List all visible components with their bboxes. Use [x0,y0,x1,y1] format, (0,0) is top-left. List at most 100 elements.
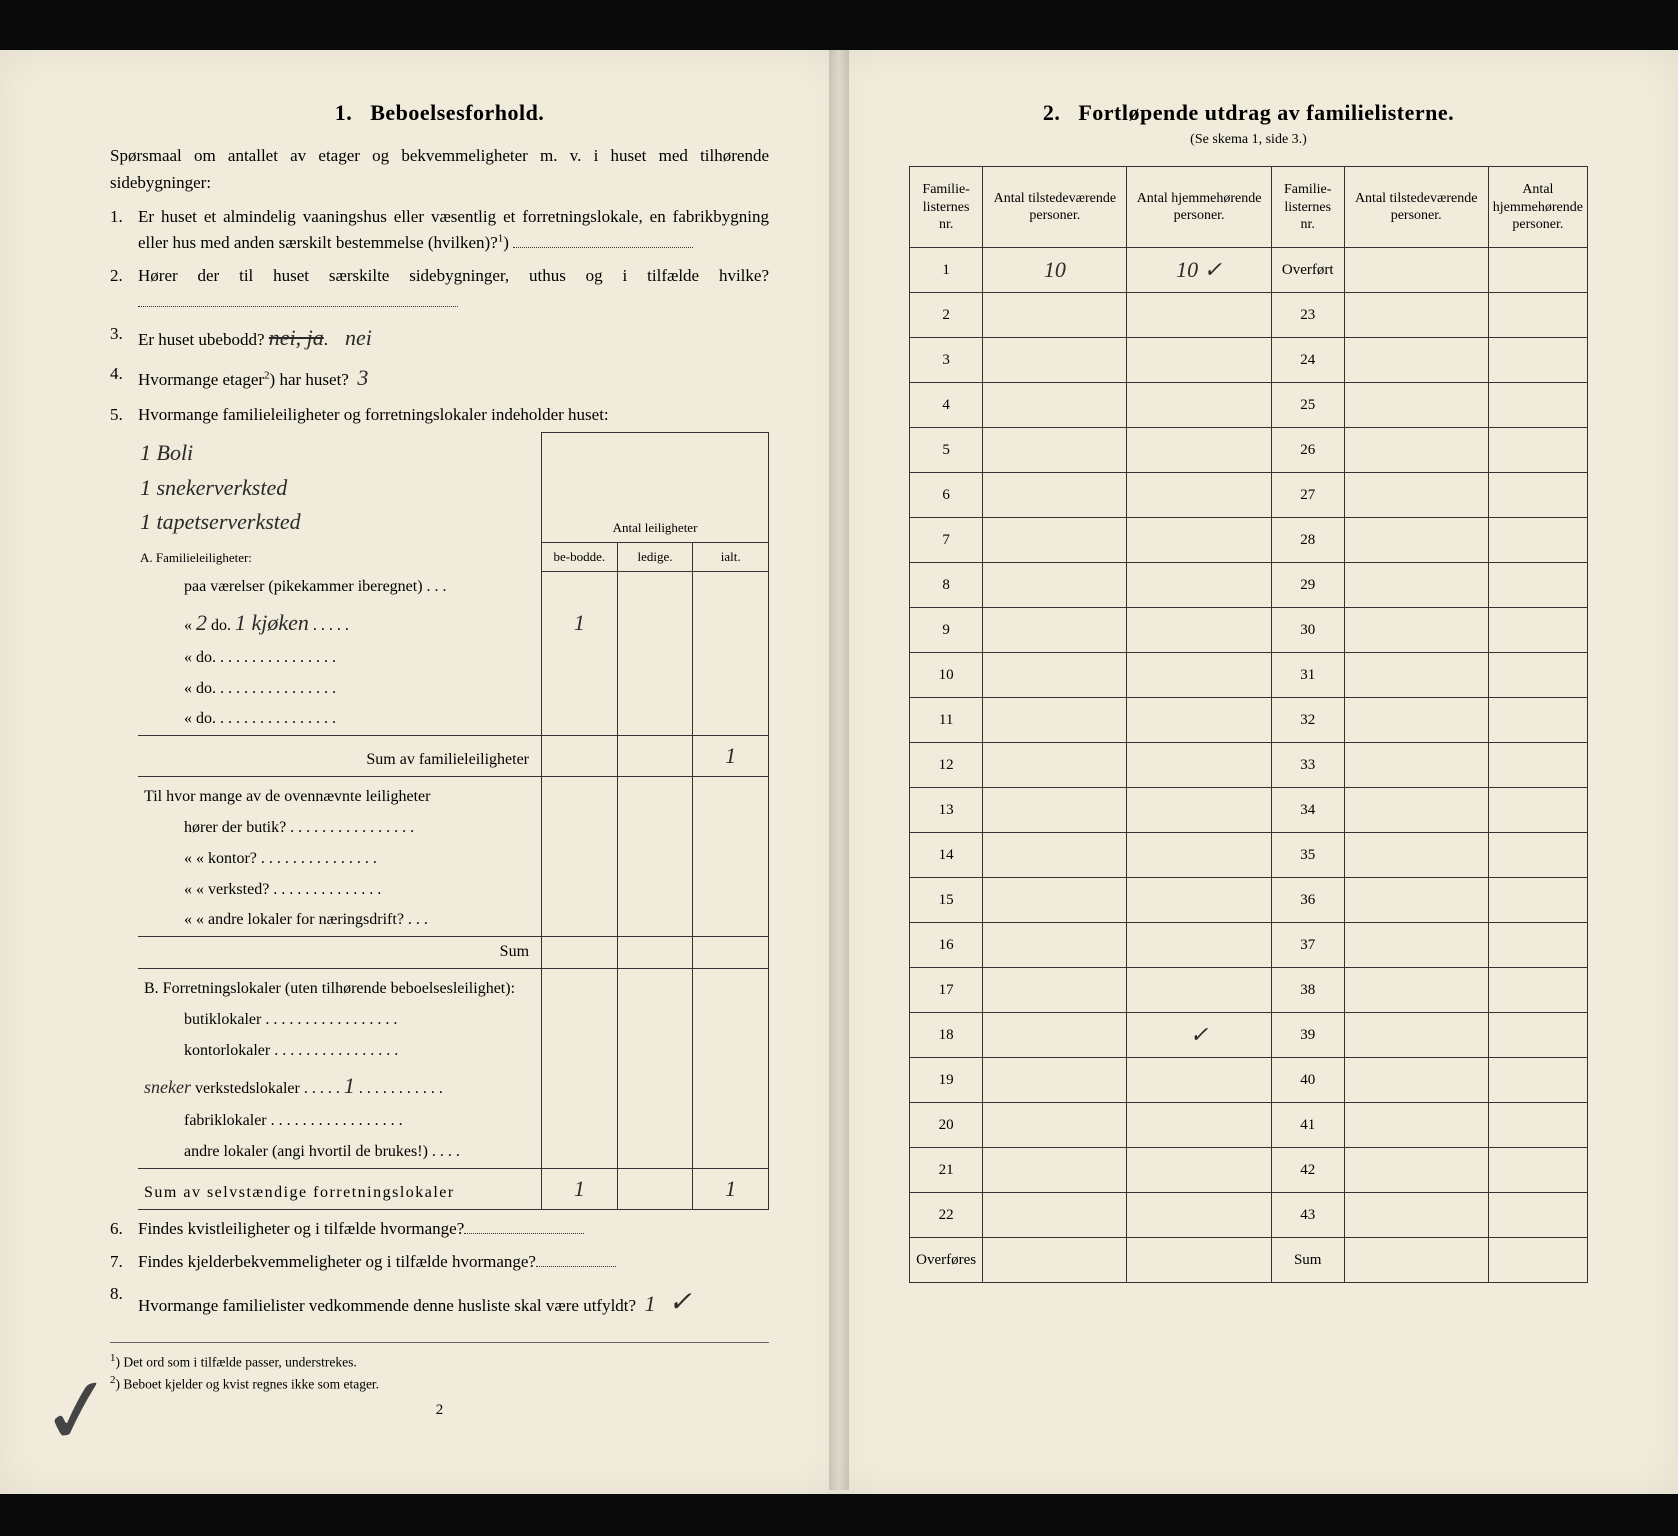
question-2: Hører der til huset særskilte sidebygnin… [110,263,769,316]
row-nr-left: 3 [910,338,983,383]
row-tils-left [983,1148,1127,1193]
row-hjem-right [1488,338,1587,383]
col-tils-right: Antal tilstedeværende personer. [1344,167,1488,248]
q5-hand-2: 1 snekerverksted [140,471,539,505]
row-tils-right [1344,1193,1488,1238]
row-hjem-left [1127,518,1271,563]
row-tils-right [1344,428,1488,473]
a-row4: « do. . . . . . . . . . . . . . . . [144,677,336,702]
table-row: 1334 [910,788,1588,833]
row-hjem-left [1127,1148,1271,1193]
row-nr-right: 41 [1271,1103,1344,1148]
q1-text: Er huset et almindelig vaaningshus eller… [138,207,769,252]
section-a-title: A. Familieleiligheter: [138,543,542,572]
row-hjem-left [1127,383,1271,428]
q2-text: Hører der til huset særskilte sidebygnin… [138,266,769,285]
row-tils-left [983,608,1127,653]
table-row: 223 [910,293,1588,338]
row-tils-right [1344,788,1488,833]
row-tils-left [983,1013,1127,1058]
row-hjem-right [1488,1058,1587,1103]
table-row: 829 [910,563,1588,608]
row-tils-right [1344,608,1488,653]
row-hjem-left [1127,473,1271,518]
q3-label: Er huset ubebodd? [138,330,265,349]
table-row: 2041 [910,1103,1588,1148]
row-hjem-left: ✓ [1127,1013,1271,1058]
row-hjem-right [1488,968,1587,1013]
table-row: 526 [910,428,1588,473]
row-nr-left: 8 [910,563,983,608]
col-nr-left: Familie-listernes nr. [910,167,983,248]
row-tils-right [1344,653,1488,698]
footnotes: 1) Det ord som i tilfælde passer, unders… [110,1342,769,1394]
table-row: 425 [910,383,1588,428]
row-nr-left: 14 [910,833,983,878]
row-hjem-right [1488,608,1587,653]
row-nr-left: 7 [910,518,983,563]
table-row: 2243 [910,1193,1588,1238]
row-tils-right [1344,338,1488,383]
row-nr-left: 19 [910,1058,983,1103]
q3-answer: nei [345,321,372,355]
row-tils-left [983,878,1127,923]
row-tils-left [983,833,1127,878]
row-tils-right [1344,1013,1488,1058]
row-tils-left [983,383,1127,428]
row-nr-right: 28 [1271,518,1344,563]
a-row1: paa værelser (pikekammer iberegnet) . . … [144,575,447,600]
row-nr-left: 16 [910,923,983,968]
til-4: « « andre lokaler for næringsdrift? . . … [144,908,428,933]
row-tils-left [983,293,1127,338]
right-section-title: 2. Fortløpende utdrag av familielisterne… [909,100,1588,126]
row-nr-left: 22 [910,1193,983,1238]
row-tils-left [983,923,1127,968]
row-nr-left: 5 [910,428,983,473]
table-row: 1738 [910,968,1588,1013]
question-3: Er huset ubebodd? nei, ja. nei [110,321,769,355]
leilighet-block: 1 Boli 1 snekerverksted 1 tapetserverkst… [138,432,769,1210]
q4-answer: 3 [357,361,368,395]
row-hjem-right [1488,698,1587,743]
a-row5: « do. . . . . . . . . . . . . . . . [144,707,336,732]
til-1: hører der butik? . . . . . . . . . . . .… [144,816,414,841]
col-nr-right: Familie-listernes nr. [1271,167,1344,248]
table-row: 1940 [910,1058,1588,1103]
right-page: 2. Fortløpende utdrag av familielisterne… [839,50,1678,1494]
row-nr-left: 2 [910,293,983,338]
overfores-label: Overføres [910,1238,983,1283]
q5-hand-1: 1 Boli [140,436,539,470]
row-tils-left [983,338,1127,383]
a-row3: « do. . . . . . . . . . . . . . . . [144,646,336,671]
b-1: butiklokaler . . . . . . . . . . . . . .… [144,1008,397,1033]
row-hjem-right [1488,788,1587,833]
b-sum-ialt: 1 [725,1172,736,1206]
row-nr-left: 1 [910,248,983,293]
row-nr-left: 13 [910,788,983,833]
row-hjem-left [1127,1103,1271,1148]
q4-after: har huset? [279,370,348,389]
q3-struck-answer: nei, ja [269,321,324,355]
row-nr-left: 6 [910,473,983,518]
row-hjem-right [1488,293,1587,338]
row-tils-right [1344,833,1488,878]
question-7: Findes kjelderbekvemmeligheter og i tilf… [110,1249,769,1275]
row-hjem-right [1488,473,1587,518]
intro-text: Spørsmaal om antallet av etager og bekve… [110,143,769,196]
q8-answer: 1 [645,1287,656,1321]
row-tils-left [983,428,1127,473]
table-row: 7 28 [910,518,1588,563]
row-hjem-right [1488,518,1587,563]
a-row2-hand: 1 kjøken [235,606,309,640]
question-list: Er huset et almindelig vaaningshus eller… [110,204,769,1324]
row-hjem-left [1127,1193,1271,1238]
row-tils-left [983,788,1127,833]
row-hjem-right [1488,653,1587,698]
b-3-val: 1 [344,1069,355,1103]
a-sum-label: Sum av familieleiligheter [138,736,542,777]
row-hjem-left [1127,608,1271,653]
table-row: 1637 [910,923,1588,968]
row-nr-right: 33 [1271,743,1344,788]
row-hjem-right [1488,1013,1587,1058]
row-nr-right: 35 [1271,833,1344,878]
